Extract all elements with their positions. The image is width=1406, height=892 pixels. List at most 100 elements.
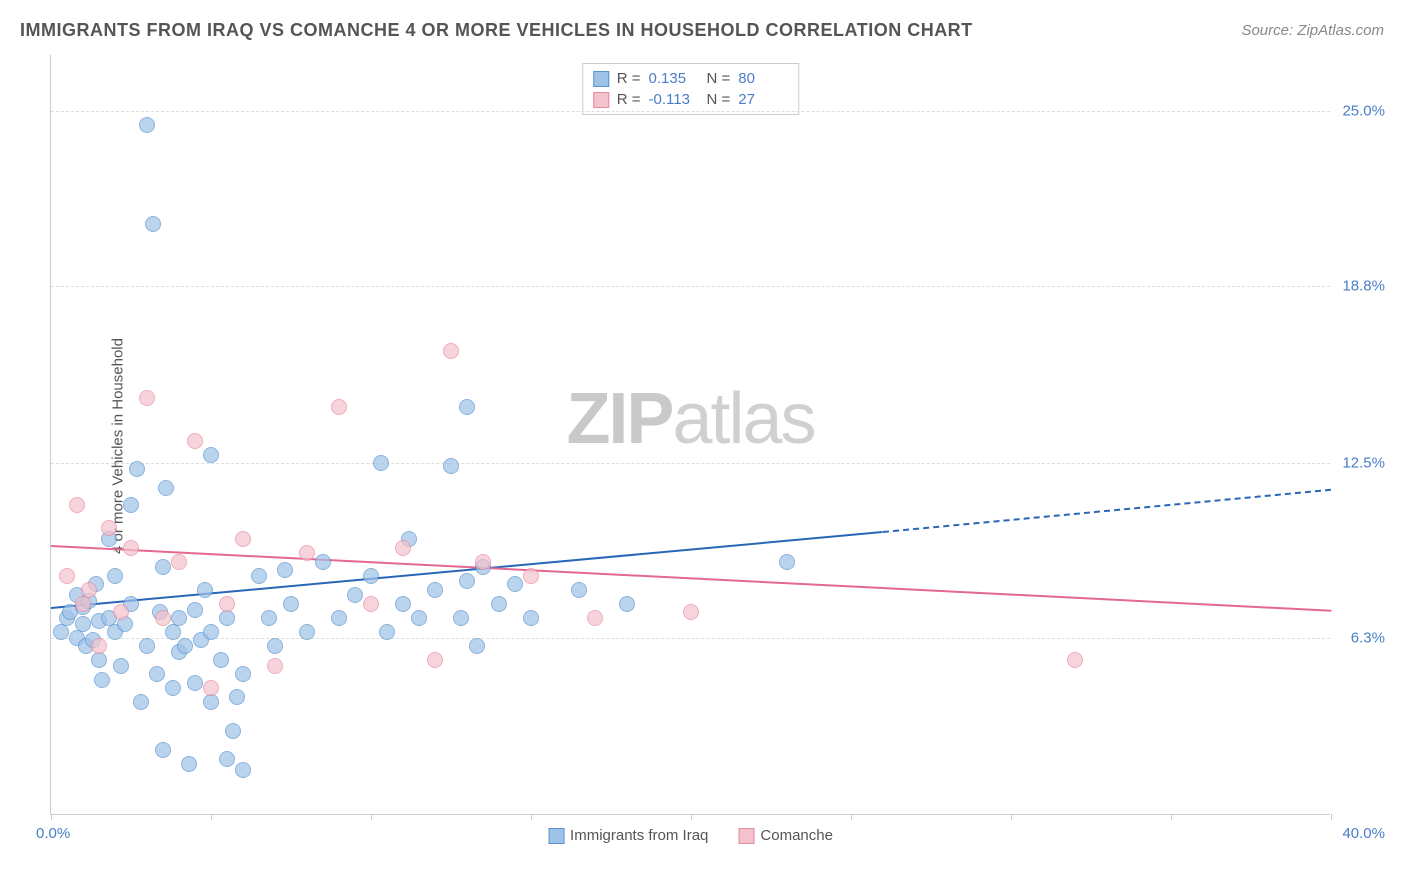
data-point	[113, 604, 129, 620]
r-label-2: R =	[617, 91, 641, 108]
data-point	[203, 624, 219, 640]
data-point	[91, 638, 107, 654]
data-point	[363, 568, 379, 584]
stats-row-2: R = -0.113 N = 27	[593, 89, 789, 110]
data-point	[158, 480, 174, 496]
data-point	[213, 652, 229, 668]
data-point	[113, 658, 129, 674]
data-point	[261, 610, 277, 626]
data-point	[155, 742, 171, 758]
data-point	[107, 568, 123, 584]
data-point	[315, 554, 331, 570]
data-point	[277, 562, 293, 578]
r-value-1: 0.135	[649, 70, 699, 87]
data-point	[443, 458, 459, 474]
data-point	[427, 652, 443, 668]
data-point	[267, 638, 283, 654]
data-point	[139, 390, 155, 406]
data-point	[251, 568, 267, 584]
data-point	[187, 675, 203, 691]
data-point	[219, 751, 235, 767]
legend-item-1: Immigrants from Iraq	[548, 827, 708, 844]
data-point	[59, 568, 75, 584]
x-tick	[211, 814, 212, 820]
data-point	[379, 624, 395, 640]
plot-area: ZIPatlas R = 0.135 N = 80 R = -0.113 N =…	[50, 55, 1330, 815]
trend-line	[51, 545, 1331, 612]
data-point	[523, 610, 539, 626]
data-point	[129, 461, 145, 477]
data-point	[145, 216, 161, 232]
watermark: ZIPatlas	[566, 378, 814, 460]
data-point	[94, 672, 110, 688]
n-value-1: 80	[738, 70, 788, 87]
data-point	[123, 540, 139, 556]
data-point	[443, 343, 459, 359]
stats-legend-box: R = 0.135 N = 80 R = -0.113 N = 27	[582, 63, 800, 115]
data-point	[225, 723, 241, 739]
data-point	[177, 638, 193, 654]
r-label-1: R =	[617, 70, 641, 87]
legend-label-1: Immigrants from Iraq	[570, 827, 708, 844]
stats-row-1: R = 0.135 N = 80	[593, 68, 789, 89]
x-axis-min-label: 0.0%	[36, 825, 70, 842]
series1-swatch	[593, 71, 609, 87]
data-point	[219, 610, 235, 626]
n-value-2: 27	[738, 91, 788, 108]
data-point	[523, 568, 539, 584]
trend-line	[51, 531, 883, 609]
data-point	[491, 596, 507, 612]
data-point	[299, 624, 315, 640]
data-point	[149, 666, 165, 682]
n-label-1: N =	[707, 70, 731, 87]
y-tick-label: 18.8%	[1342, 277, 1385, 294]
x-tick	[1011, 814, 1012, 820]
data-point	[139, 117, 155, 133]
data-point	[373, 455, 389, 471]
data-point	[75, 596, 91, 612]
data-point	[229, 689, 245, 705]
data-point	[779, 554, 795, 570]
x-tick	[851, 814, 852, 820]
data-point	[299, 545, 315, 561]
x-tick	[51, 814, 52, 820]
data-point	[69, 497, 85, 513]
grid-line	[51, 111, 1330, 112]
data-point	[155, 559, 171, 575]
y-tick-label: 12.5%	[1342, 455, 1385, 472]
data-point	[101, 520, 117, 536]
chart-container: IMMIGRANTS FROM IRAQ VS COMANCHE 4 OR MO…	[0, 0, 1406, 892]
data-point	[91, 652, 107, 668]
data-point	[453, 610, 469, 626]
data-point	[203, 694, 219, 710]
bottom-legend: Immigrants from Iraq Comanche	[548, 827, 833, 844]
data-point	[171, 610, 187, 626]
data-point	[683, 604, 699, 620]
n-label-2: N =	[707, 91, 731, 108]
data-point	[181, 756, 197, 772]
legend-swatch-2	[738, 828, 754, 844]
data-point	[53, 624, 69, 640]
grid-line	[51, 463, 1330, 464]
data-point	[459, 399, 475, 415]
watermark-bold: ZIP	[566, 379, 672, 459]
data-point	[171, 554, 187, 570]
data-point	[165, 624, 181, 640]
grid-line	[51, 286, 1330, 287]
data-point	[459, 573, 475, 589]
x-tick	[1331, 814, 1332, 820]
data-point	[81, 582, 97, 598]
data-point	[395, 540, 411, 556]
x-tick	[1171, 814, 1172, 820]
data-point	[331, 610, 347, 626]
chart-title: IMMIGRANTS FROM IRAQ VS COMANCHE 4 OR MO…	[20, 20, 973, 41]
data-point	[331, 399, 347, 415]
data-point	[187, 602, 203, 618]
data-point	[571, 582, 587, 598]
r-value-2: -0.113	[649, 91, 699, 108]
y-tick-label: 6.3%	[1351, 629, 1385, 646]
series2-swatch	[593, 92, 609, 108]
data-point	[347, 587, 363, 603]
x-tick	[371, 814, 372, 820]
x-axis-max-label: 40.0%	[1342, 825, 1385, 842]
